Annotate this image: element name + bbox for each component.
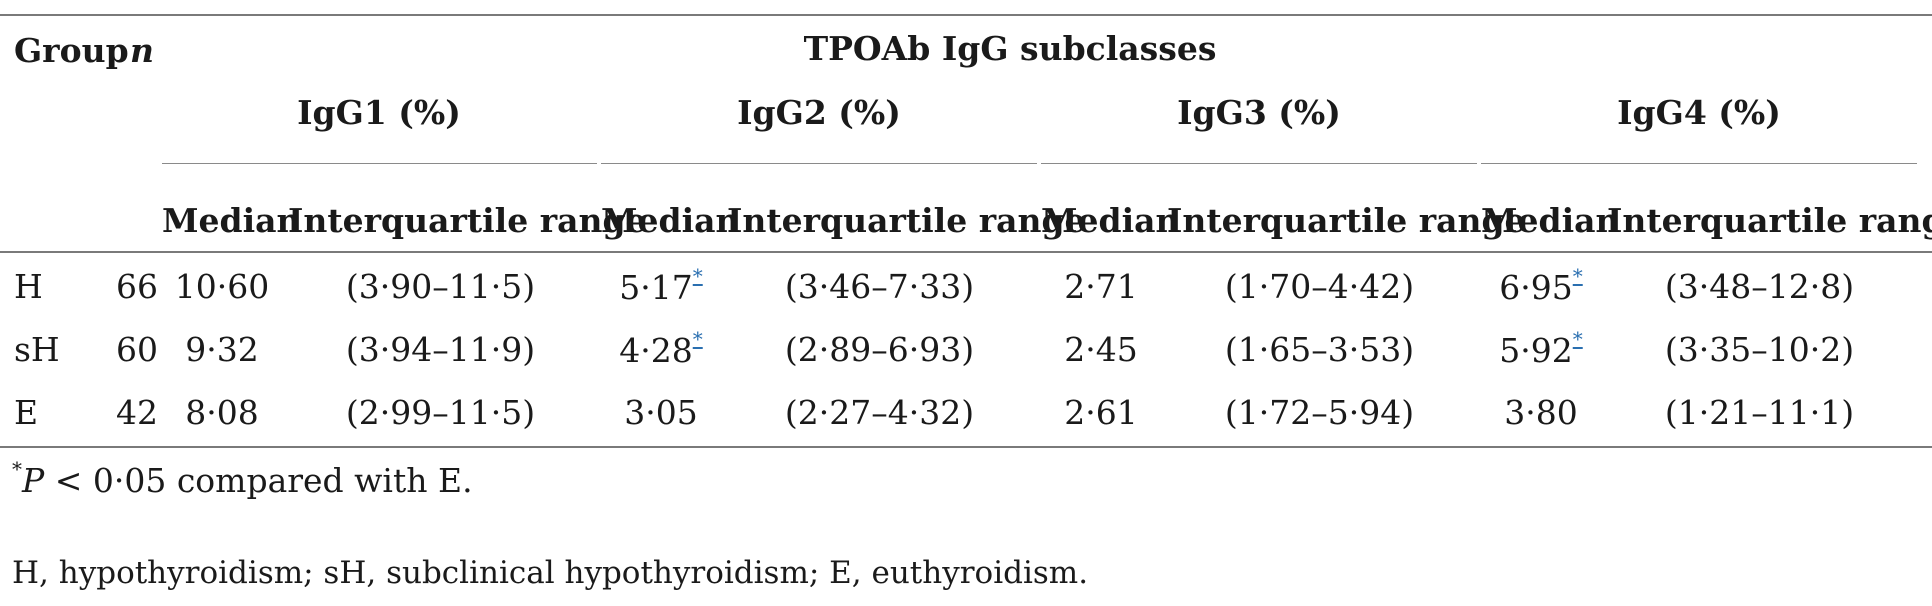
header-igg2: IgG2 (%) [737, 93, 901, 132]
igg1-underline [162, 163, 597, 164]
header-group: Group [14, 31, 129, 70]
igg2-underline [601, 163, 1037, 164]
footnote-star-link[interactable]: * [1572, 327, 1583, 351]
header-iqr-2: Interquartile range [727, 201, 1086, 240]
footnote-text: < 0·05 compared with E. [44, 461, 473, 500]
row-h-igg2-median: 5·17 [619, 268, 693, 307]
row-h-igg4-median-cell: 6·95* [1481, 266, 1601, 307]
row-sh-igg1-iqr: (3·94–11·9) [345, 330, 536, 369]
header-n: n [130, 31, 154, 70]
row-h-igg2-iqr: (3·46–7·33) [784, 267, 975, 306]
header-iqr-4: Interquartile range [1607, 201, 1932, 240]
row-sh-igg2-median-cell: 4·28* [601, 329, 721, 370]
row-h-group: H [14, 267, 43, 306]
row-sh-igg3-iqr: (1·65–3·53) [1224, 330, 1415, 369]
row-h-n: 66 [116, 267, 158, 306]
table-bottom-rule [0, 446, 1932, 448]
row-e-igg1-median: 8·08 [185, 393, 259, 432]
footnote-significance: *P < 0·05 compared with E. [12, 459, 473, 500]
row-e-igg2-median: 3·05 [624, 393, 698, 432]
row-sh-group: sH [14, 330, 60, 369]
row-sh-igg4-median: 5·92 [1499, 331, 1573, 370]
header-median-1: Median [162, 201, 301, 240]
row-e-n: 42 [116, 393, 158, 432]
table-title: TPOAb IgG subclasses [803, 29, 1217, 68]
header-igg3: IgG3 (%) [1177, 93, 1341, 132]
footnote-star-link[interactable]: * [692, 327, 703, 351]
header-iqr-3: Interquartile range [1167, 201, 1526, 240]
top-rule [0, 14, 1932, 16]
row-h-igg1-iqr: (3·90–11·5) [345, 267, 536, 306]
igg3-underline [1041, 163, 1477, 164]
footnote-star: * [12, 457, 22, 481]
row-e-igg3-iqr: (1·72–5·94) [1224, 393, 1415, 432]
row-sh-igg4-median-cell: 5·92* [1481, 329, 1601, 370]
row-sh-igg1-median: 9·32 [185, 330, 259, 369]
row-h-igg4-iqr: (3·48–12·8) [1664, 267, 1855, 306]
row-sh-igg2-iqr: (2·89–6·93) [784, 330, 975, 369]
row-sh-igg2-median: 4·28 [619, 331, 693, 370]
row-sh-igg4-iqr: (3·35–10·2) [1664, 330, 1855, 369]
row-h-igg3-median: 2·71 [1064, 267, 1138, 306]
row-e-igg4-iqr: (1·21–11·1) [1664, 393, 1855, 432]
row-e-igg2-iqr: (2·27–4·32) [784, 393, 975, 432]
header-median-3: Median [1041, 201, 1180, 240]
footnote-star-link[interactable]: * [692, 264, 703, 288]
row-h-igg2-median-cell: 5·17* [601, 266, 721, 307]
row-e-igg1-iqr: (2·99–11·5) [345, 393, 536, 432]
footnote-p: P [22, 461, 45, 500]
footnote-star-link[interactable]: * [1572, 264, 1583, 288]
row-h-igg4-median: 6·95 [1499, 268, 1573, 307]
row-sh-n: 60 [116, 330, 158, 369]
header-iqr-1: Interquartile range [288, 201, 647, 240]
row-e-igg3-median: 2·61 [1064, 393, 1138, 432]
header-igg1: IgG1 (%) [297, 93, 461, 132]
header-median-4: Median [1481, 201, 1620, 240]
footnote-abbreviations: H, hypothyroidism; sH, subclinical hypot… [12, 555, 1089, 591]
row-h-igg3-iqr: (1·70–4·42) [1224, 267, 1415, 306]
row-e-igg4-median: 3·80 [1504, 393, 1578, 432]
row-h-igg1-median: 10·60 [174, 267, 270, 306]
header-median-2: Median [601, 201, 740, 240]
row-e-group: E [14, 393, 39, 432]
row-sh-igg3-median: 2·45 [1064, 330, 1138, 369]
header-igg4: IgG4 (%) [1617, 93, 1781, 132]
header-bottom-rule [0, 251, 1932, 253]
igg4-underline [1481, 163, 1917, 164]
